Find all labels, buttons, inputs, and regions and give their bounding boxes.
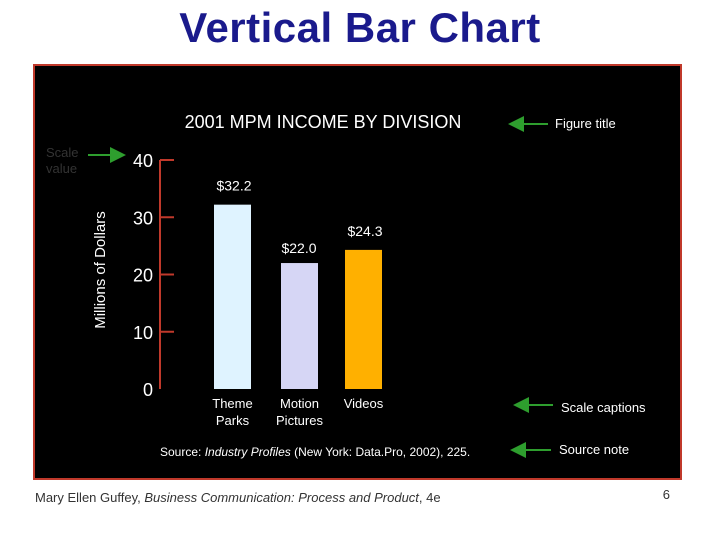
y-tick-label: 30 (133, 208, 153, 228)
chart-title: 2001 MPM INCOME BY DIVISION (185, 112, 462, 132)
bar-theme-parks (214, 204, 251, 389)
y-tick-label: 40 (133, 151, 153, 171)
category-label: Pictures (276, 413, 323, 428)
category-label: Motion (280, 396, 319, 411)
category-label: Parks (216, 413, 250, 428)
category-label: Videos (344, 396, 384, 411)
footer-citation: Mary Ellen Guffey, Business Communicatio… (35, 490, 441, 505)
y-tick-label: 20 (133, 266, 153, 286)
y-tick-label: 10 (133, 323, 153, 343)
y-tick-label: 0 (143, 380, 153, 400)
slide-title: Vertical Bar Chart (179, 4, 541, 51)
value-label: $32.2 (216, 178, 251, 194)
source-note-annotation: Source note (559, 442, 629, 457)
figure-title-annotation: Figure title (555, 116, 616, 131)
page-number: 6 (662, 487, 670, 502)
bar-videos (345, 249, 382, 389)
scale-captions-annotation: Scale captions (561, 400, 646, 415)
value-label: $22.0 (281, 240, 316, 256)
scale-value-annotation-line1: Scale (46, 145, 79, 160)
value-label: $24.3 (347, 223, 382, 239)
category-label: Theme (212, 396, 252, 411)
y-axis-label: Millions of Dollars (92, 211, 109, 329)
bar-motion-pictures (281, 263, 318, 389)
scale-value-annotation-line2: value (46, 161, 77, 176)
source-note: Source: Industry Profiles (New York: Dat… (160, 445, 470, 459)
